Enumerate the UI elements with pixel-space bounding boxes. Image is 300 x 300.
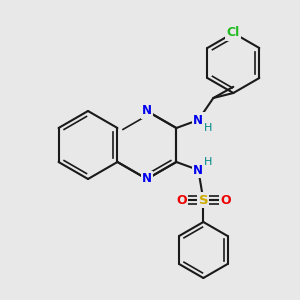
Text: O: O <box>220 194 231 206</box>
Text: N: N <box>142 172 152 185</box>
Text: N: N <box>193 164 203 176</box>
Text: H: H <box>204 157 212 167</box>
Text: S: S <box>199 194 208 206</box>
Text: N: N <box>193 113 203 127</box>
Text: N: N <box>142 104 152 118</box>
Text: O: O <box>176 194 187 206</box>
Text: H: H <box>204 123 212 133</box>
Text: Cl: Cl <box>227 26 240 40</box>
